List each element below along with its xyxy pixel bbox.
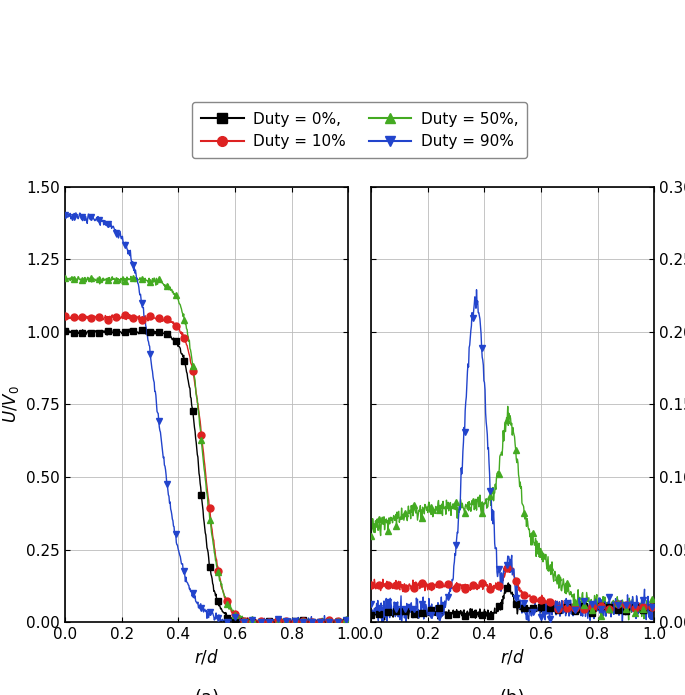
Legend: Duty = 0%,, Duty = 10%, Duty = 50%,, Duty = 90%: Duty = 0%,, Duty = 10%, Duty = 50%,, Dut… <box>192 102 527 158</box>
Text: (a): (a) <box>194 689 219 695</box>
X-axis label: $r/d$: $r/d$ <box>500 648 525 667</box>
Y-axis label: $U/V_0$: $U/V_0$ <box>1 386 21 423</box>
Text: (b): (b) <box>500 689 525 695</box>
X-axis label: $r/d$: $r/d$ <box>194 648 219 667</box>
